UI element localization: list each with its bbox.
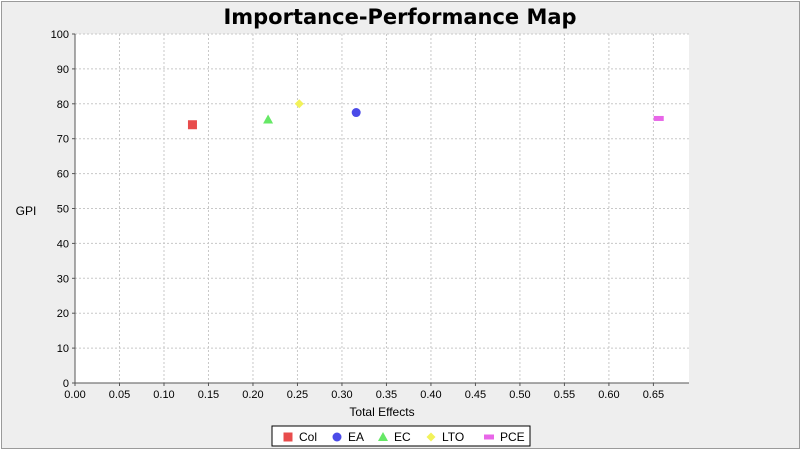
y-tick-label: 10	[57, 343, 69, 355]
legend-marker-ec	[378, 432, 388, 441]
legend: Col EA EC LTO PCE	[271, 425, 531, 447]
x-tick-label: 0.50	[509, 389, 530, 401]
legend-label-ec: EC	[394, 430, 411, 444]
x-tick-label: 0.35	[376, 389, 397, 401]
x-tick-label: 0.10	[153, 389, 174, 401]
data-point-ec	[263, 114, 274, 124]
x-tick-label: 0.60	[598, 389, 619, 401]
y-tick-label: 70	[57, 134, 69, 146]
y-tick-label: 100	[51, 29, 69, 41]
legend-label-pce: PCE	[500, 430, 525, 444]
legend-marker-ea	[332, 432, 342, 442]
tick-labels: 0.00 0.05 0.10 0.15 0.20 0.25 0.30 0.35 0.40 0.45…	[51, 29, 664, 401]
legend-label-ea: EA	[348, 430, 364, 444]
x-tick-label: 0.05	[109, 389, 130, 401]
x-tick-label: 0.55	[554, 389, 575, 401]
x-tick-label: 0.65	[643, 389, 664, 401]
y-tick-label: 0	[63, 378, 69, 390]
legend-label-col: Col	[299, 430, 317, 444]
axes	[72, 33, 689, 386]
x-tick-label: 0.40	[420, 389, 441, 401]
y-tick-label: 90	[57, 64, 69, 76]
y-tick-label: 50	[57, 204, 69, 216]
data-point-ea	[351, 108, 361, 118]
y-tick-label: 30	[57, 273, 69, 285]
y-tick-label: 20	[57, 308, 69, 320]
legend-marker-col	[283, 432, 293, 442]
x-tick-label: 0.20	[242, 389, 263, 401]
x-axis-label: Total Effects	[349, 405, 414, 419]
data-point-lto	[294, 99, 304, 109]
data-point-pce	[653, 115, 664, 121]
x-tick-label: 0.25	[287, 389, 308, 401]
x-tick-label: 0.15	[198, 389, 219, 401]
y-axis-label: GPI	[16, 204, 37, 218]
legend-label-lto: LTO	[442, 430, 464, 444]
y-tick-label: 40	[57, 238, 69, 250]
x-tick-label: 0.45	[465, 389, 486, 401]
data-points	[187, 99, 664, 130]
data-point-col	[187, 120, 197, 130]
legend-marker-pce	[484, 434, 494, 440]
legend-marker-lto	[426, 432, 436, 442]
x-tick-label: 0.30	[331, 389, 352, 401]
chart-title: Importance-Performance Map	[223, 5, 576, 29]
y-tick-label: 80	[57, 99, 69, 111]
plot-area	[75, 34, 689, 383]
x-tick-label: 0.00	[64, 389, 85, 401]
y-tick-label: 60	[57, 169, 69, 181]
